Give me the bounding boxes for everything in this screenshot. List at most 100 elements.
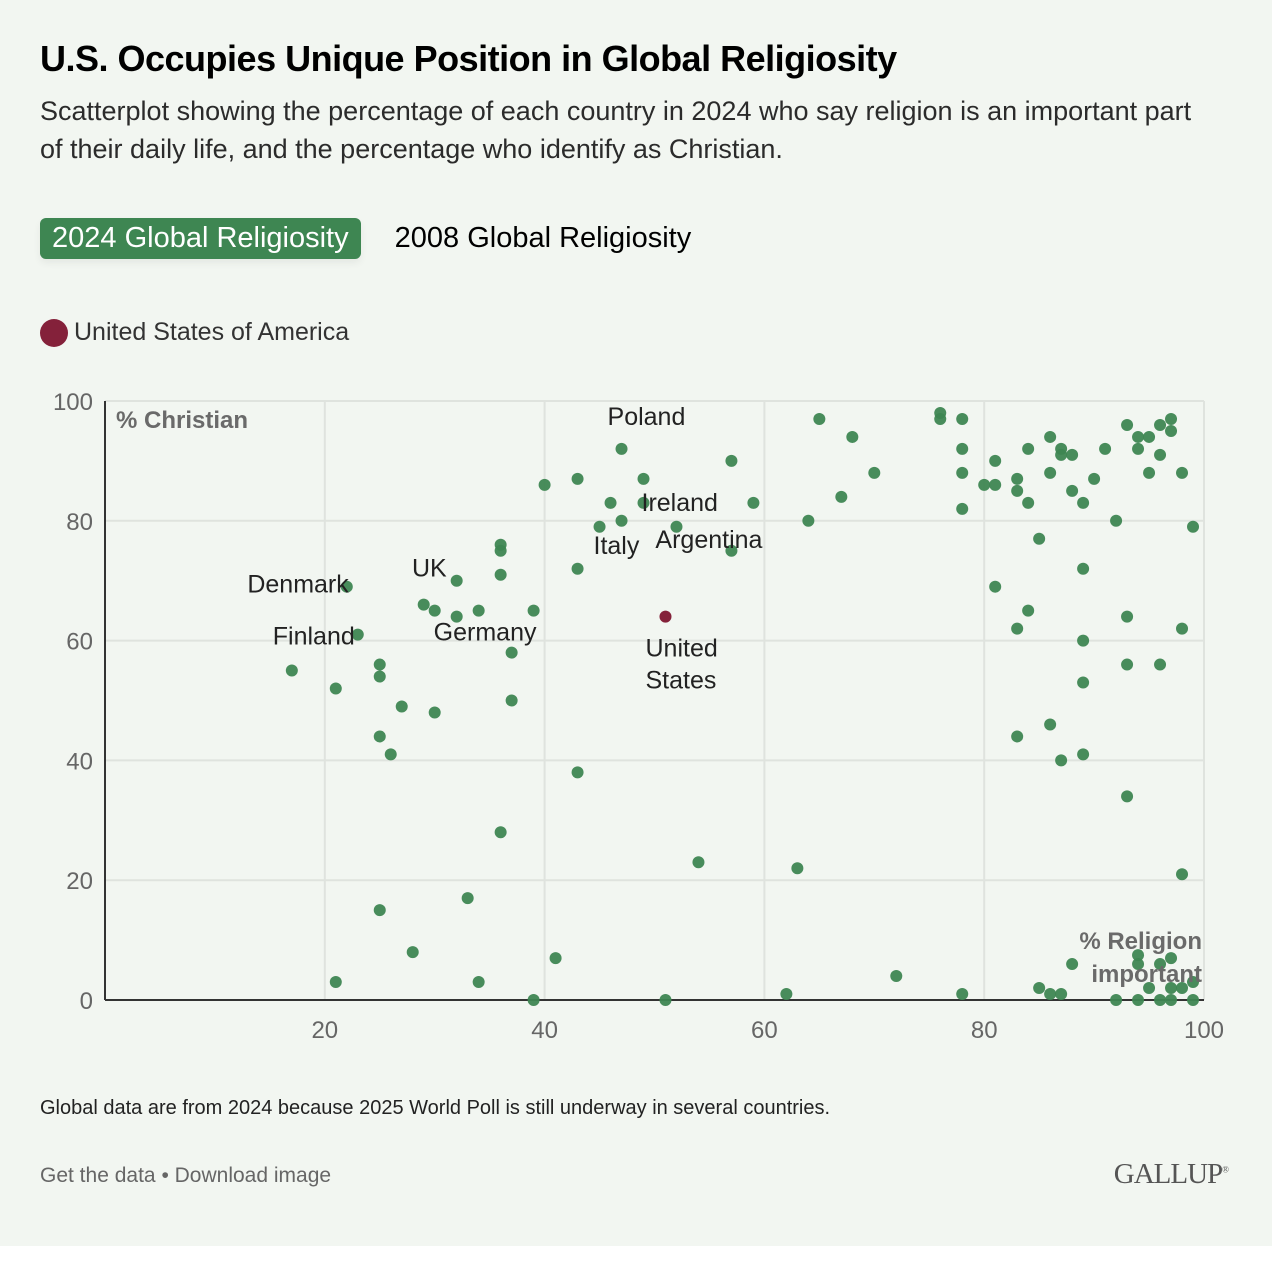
country-point: [450, 574, 463, 587]
country-point: [835, 490, 848, 503]
country-point: [1121, 790, 1134, 803]
country-point: [505, 694, 518, 707]
country-point: [428, 604, 441, 617]
country-point: [604, 496, 617, 509]
separator: •: [161, 1164, 169, 1187]
country-point: [780, 988, 793, 1001]
y-tick-label: 20: [66, 868, 93, 895]
annotation-label: Poland: [608, 403, 686, 431]
legend-marker-icon: [40, 318, 68, 347]
country-point: [1077, 562, 1090, 575]
annotation-label: Argentina: [655, 526, 762, 554]
registered-mark: ®: [1222, 1164, 1229, 1175]
country-point: [1143, 982, 1156, 995]
us-point: [659, 610, 672, 623]
tick-labels: 20 40 60 80 100 0 20 40 60 80 100: [53, 389, 1224, 1044]
country-point: [571, 766, 584, 779]
country-point: [956, 412, 969, 425]
y-tick-label: 100: [53, 389, 93, 416]
country-point: [538, 478, 551, 491]
country-point: [549, 952, 562, 965]
country-point: [1121, 610, 1134, 623]
country-point: [373, 730, 386, 743]
country-point: [1176, 622, 1189, 635]
country-point: [1165, 994, 1178, 1006]
get-data-link[interactable]: Get the data: [40, 1164, 156, 1187]
country-point: [1176, 868, 1189, 881]
country-point: [494, 826, 507, 839]
country-point: [1055, 988, 1068, 1001]
legend-label: United States of America: [74, 318, 350, 346]
annotation-line: States: [645, 667, 716, 695]
country-point: [1110, 994, 1123, 1006]
country-point: [1033, 532, 1046, 545]
annotation-label: Finland: [273, 623, 355, 651]
country-point: [1033, 982, 1046, 995]
country-point: [450, 610, 463, 623]
country-point: [373, 904, 386, 917]
year-tabs: 2024 Global Religiosity 2008 Global Reli…: [40, 218, 703, 259]
country-point: [1132, 442, 1145, 455]
country-point: [1044, 988, 1057, 1001]
y-tick-label: 80: [66, 509, 93, 536]
tab-2008[interactable]: 2008 Global Religiosity: [394, 222, 692, 254]
country-point: [956, 988, 969, 1001]
x-tick-label: 60: [751, 1017, 778, 1044]
country-point: [1165, 982, 1178, 995]
country-point: [417, 598, 430, 611]
country-point: [571, 562, 584, 575]
country-point: [637, 472, 650, 485]
data-points: [285, 406, 1200, 1006]
country-point: [1187, 976, 1200, 989]
country-point: [527, 994, 540, 1006]
country-point: [472, 604, 485, 617]
country-point: [329, 682, 342, 695]
country-point: [1077, 634, 1090, 647]
country-point: [1066, 484, 1079, 497]
tab-2024[interactable]: 2024 Global Religiosity: [40, 218, 361, 259]
country-point: [1088, 472, 1101, 485]
country-point: [615, 514, 628, 527]
country-point: [1165, 424, 1178, 437]
country-point: [1099, 442, 1112, 455]
country-point: [571, 472, 584, 485]
chart-subtitle: Scatterplot showing the percentage of ea…: [40, 96, 1192, 164]
x-tick-label: 100: [1184, 1017, 1224, 1044]
x-axis-title: % Religion important: [1079, 928, 1202, 988]
country-point: [1165, 412, 1178, 425]
y-tick-label: 60: [66, 629, 93, 656]
country-point: [1154, 994, 1167, 1006]
country-point: [989, 454, 1002, 467]
country-point: [637, 496, 650, 509]
country-point: [956, 502, 969, 515]
country-point: [1187, 520, 1200, 533]
country-point: [615, 442, 628, 455]
country-point: [1176, 466, 1189, 479]
country-point: [1154, 958, 1167, 971]
country-point: [329, 976, 342, 989]
country-point: [1044, 718, 1057, 731]
x-tick-label: 40: [531, 1017, 558, 1044]
country-point: [791, 862, 804, 875]
country-point: [1022, 442, 1035, 455]
country-point: [989, 478, 1002, 491]
country-point: [1077, 748, 1090, 761]
country-point: [802, 514, 815, 527]
y-axis-title: % Christian: [116, 407, 248, 434]
country-point: [1066, 448, 1079, 461]
country-point: [351, 628, 364, 641]
annotation-line: United: [645, 635, 717, 663]
country-point: [868, 466, 881, 479]
country-point: [1022, 604, 1035, 617]
country-point: [1121, 418, 1134, 431]
country-point: [527, 604, 540, 617]
country-point: [813, 412, 826, 425]
country-point: [1154, 448, 1167, 461]
y-tick-label: 40: [66, 748, 93, 775]
download-image-link[interactable]: Download image: [174, 1164, 332, 1187]
country-point: [846, 430, 859, 443]
annotation-label: UK: [412, 555, 447, 583]
annotation-label: Germany: [434, 619, 537, 647]
country-point: [934, 412, 947, 425]
